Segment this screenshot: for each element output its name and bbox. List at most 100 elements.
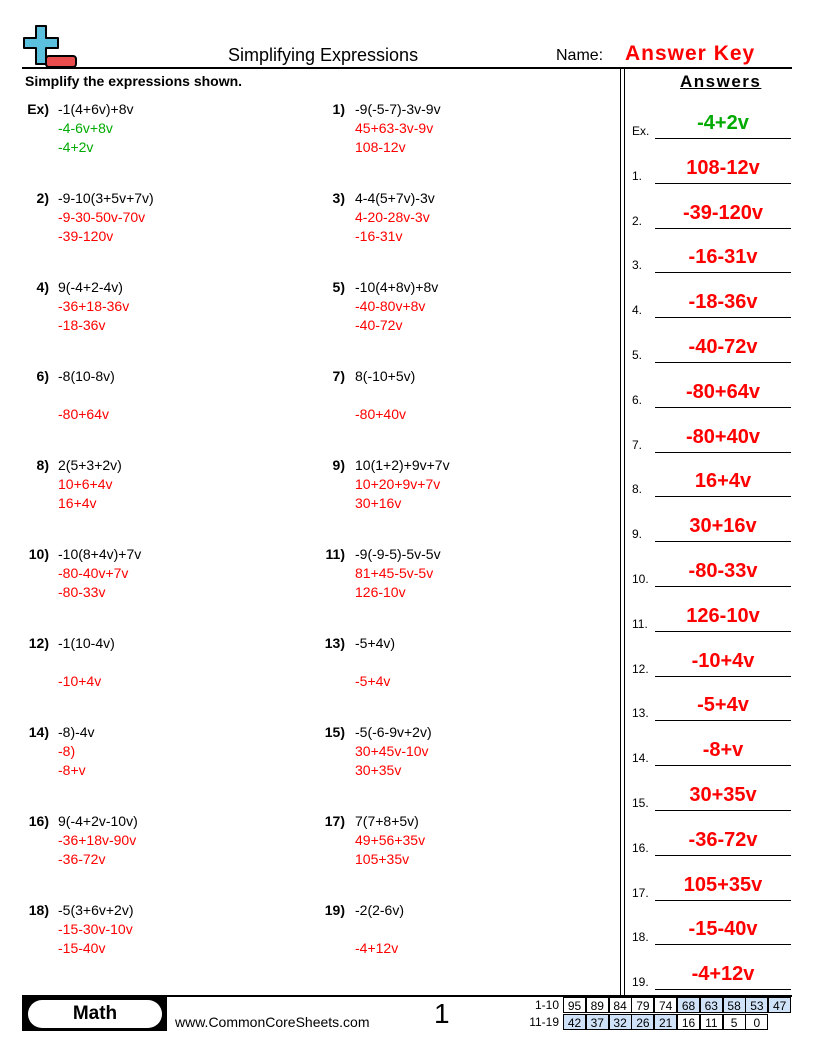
answer-line [655,586,791,587]
solution-step: -40-72v [355,317,403,333]
score-cell: 95 [563,997,586,1013]
score-cell: 0 [745,1014,769,1030]
solution-step: 30+45v-10v [355,743,429,759]
problem-number: 13) [324,635,345,651]
answer-label: 13. [632,706,649,721]
answer-label: 7. [632,437,643,452]
solution-step: 16+4v [58,495,97,511]
answer-value: -15-40v [688,918,758,941]
column-divider [620,68,621,995]
answer-label: 5. [632,348,643,362]
answer-label: 18. [632,930,649,945]
solution-step: -36+18-36v [58,298,130,314]
answer-value: -80-33v [688,560,758,582]
solution-step: 45+63-3v-9v [355,120,434,136]
answer-value: -4+12v [691,963,755,986]
answer-line [655,765,791,767]
solution-step: -80+40v [355,406,406,422]
answers-title: Answers [680,72,762,91]
answer-value: -5+4v [697,694,749,717]
score-cell: 89 [585,997,609,1013]
solution-step: -15-40v [58,940,106,956]
score-cell: 84 [608,997,632,1013]
header-divider [22,67,792,69]
problem-expression: 9(-4+2v-10v) [58,813,138,829]
answer-value: -8+v [702,739,744,762]
answer-value: 30+35v [689,784,757,806]
website-link[interactable]: www.CommonCoreSheets.com [175,1014,370,1030]
solution-step: -80+64v [58,406,109,422]
answer-label: 16. [632,840,649,855]
solution-step: -5+4v [355,673,391,689]
problem-expression: -10(4+8v)+8v [355,279,439,295]
score-cell: 11 [699,1014,723,1030]
score-cell: 26 [631,1014,655,1030]
answer-line [655,630,791,632]
answer-value: -18-36v [688,291,758,314]
answer-line [655,944,791,946]
answer-line [655,810,791,811]
problem-number: 18) [28,902,49,918]
solution-step: -39-120v [58,228,114,244]
name-label: Name: [556,47,604,64]
answer-value: 16+4v [694,470,752,493]
solution-step: 49+56+35v [355,832,426,848]
problem-expression: 2(5+3+2v) [58,457,122,473]
problem-expression: -1(4+6v)+8v [58,101,134,117]
answer-label: 8. [632,482,643,497]
answer-value: 30+16v [689,515,757,538]
answer-value: -80+40v [686,425,760,448]
solution-step: -15-30v-10v [58,921,133,937]
answer-value: -36-72v [688,828,758,851]
problem-number: 10) [28,546,49,562]
answer-label: 17. [632,885,649,900]
answer-label: 3. [632,258,643,273]
problem-number: 19) [324,902,345,918]
logo [22,24,78,68]
solution-step: -18-36v [58,317,106,333]
score-cell: 32 [608,1014,632,1030]
answer-line [655,899,791,901]
problem-expression: 4-4(5+7v)-3v [355,190,435,206]
answer-label: 4. [632,303,643,318]
problem-expression: -5(3+6v+2v) [58,902,134,918]
answer-line [655,362,791,363]
score-cell: 68 [677,997,700,1013]
answer-line [655,406,791,408]
problem-number: 3) [332,190,345,206]
score-cell: 47 [768,997,792,1013]
problem-expression: 9(-4+2-4v) [58,279,123,295]
problem-number: 4) [36,279,49,295]
problem-number: 8) [36,457,49,473]
solution-step: -16-31v [355,228,403,244]
answer-value: -39-120v [682,201,764,224]
solution-step: 4-20-28v-3v [355,209,430,225]
solution-step: 81+45-5v-5v [355,565,434,581]
problem-expression: -9(-5-7)-3v-9v [355,101,441,117]
answer-line [655,451,791,453]
solution-step: 30+35v [355,762,402,778]
problem-expression: -9(-9-5)-5v-5v [355,546,441,562]
problem-number: 11) [325,546,345,562]
solution-step: -40-80v+8v [355,298,426,314]
answer-line [655,272,791,274]
answer-line [655,227,791,229]
problem-number: 2) [36,190,49,206]
problem-number: 7) [332,368,345,384]
answer-value: 126-10v [686,604,760,627]
score-cell: 79 [631,997,655,1013]
problem-number: 12) [28,635,49,651]
name-value: Answer Key [625,42,756,65]
answer-label: Ex. [632,124,650,138]
answer-label: 6. [632,392,643,407]
answer-label: 19. [632,975,649,990]
instructions: Simplify the expressions shown. [25,73,243,89]
problem-expression: -8(10-8v) [58,368,115,384]
problem-expression: -8)-4v [58,724,95,740]
solution-step: 105+35v [355,851,410,867]
column-divider [624,68,625,995]
score-cell: 63 [699,997,723,1013]
score-cell: 16 [677,1014,700,1030]
solution-step: -4+2v [58,139,94,155]
page-title: Simplifying Expressions [228,45,419,65]
